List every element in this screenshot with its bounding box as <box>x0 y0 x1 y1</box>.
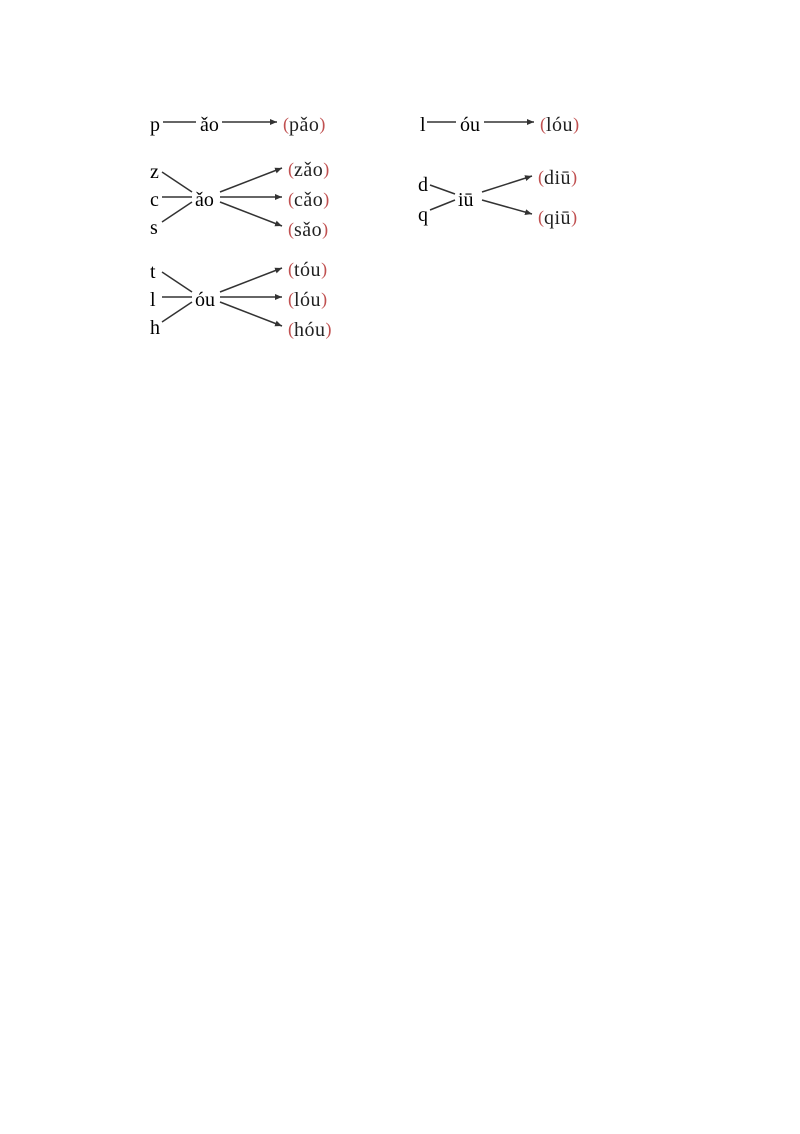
initial-t: t <box>150 262 156 282</box>
result-qiu: (qiū) <box>538 208 577 228</box>
initial-q: q <box>418 205 428 225</box>
result-diu: (diū) <box>538 168 577 188</box>
result-tou: (tóu) <box>288 260 327 280</box>
result-pao: (pǎo) <box>283 115 325 135</box>
initial-h: h <box>150 318 160 338</box>
result-lou-2: (lóu) <box>288 290 327 310</box>
result-lou-1: (lóu) <box>540 115 579 135</box>
final-ao3-a: ǎo <box>200 115 219 135</box>
initial-l-1: l <box>420 115 426 135</box>
initial-c: c <box>150 190 159 210</box>
initial-s: s <box>150 218 158 238</box>
initial-l-2: l <box>150 290 156 310</box>
result-zao: (zǎo) <box>288 160 329 180</box>
final-ao3-b: ǎo <box>195 190 214 210</box>
diagram-canvas: p ǎo (pǎo) l óu (lóu) z c s ǎo (zǎo) (cǎ… <box>0 0 800 1134</box>
final-iu1: iū <box>458 190 474 210</box>
result-hou: (hóu) <box>288 320 332 340</box>
initial-d: d <box>418 175 428 195</box>
final-ou2-b: óu <box>195 290 215 310</box>
initial-p: p <box>150 115 160 135</box>
final-ou2-a: óu <box>460 115 480 135</box>
result-cao: (cǎo) <box>288 190 329 210</box>
initial-z: z <box>150 162 159 182</box>
result-sao: (sǎo) <box>288 220 328 240</box>
arrows-layer <box>0 0 800 1134</box>
